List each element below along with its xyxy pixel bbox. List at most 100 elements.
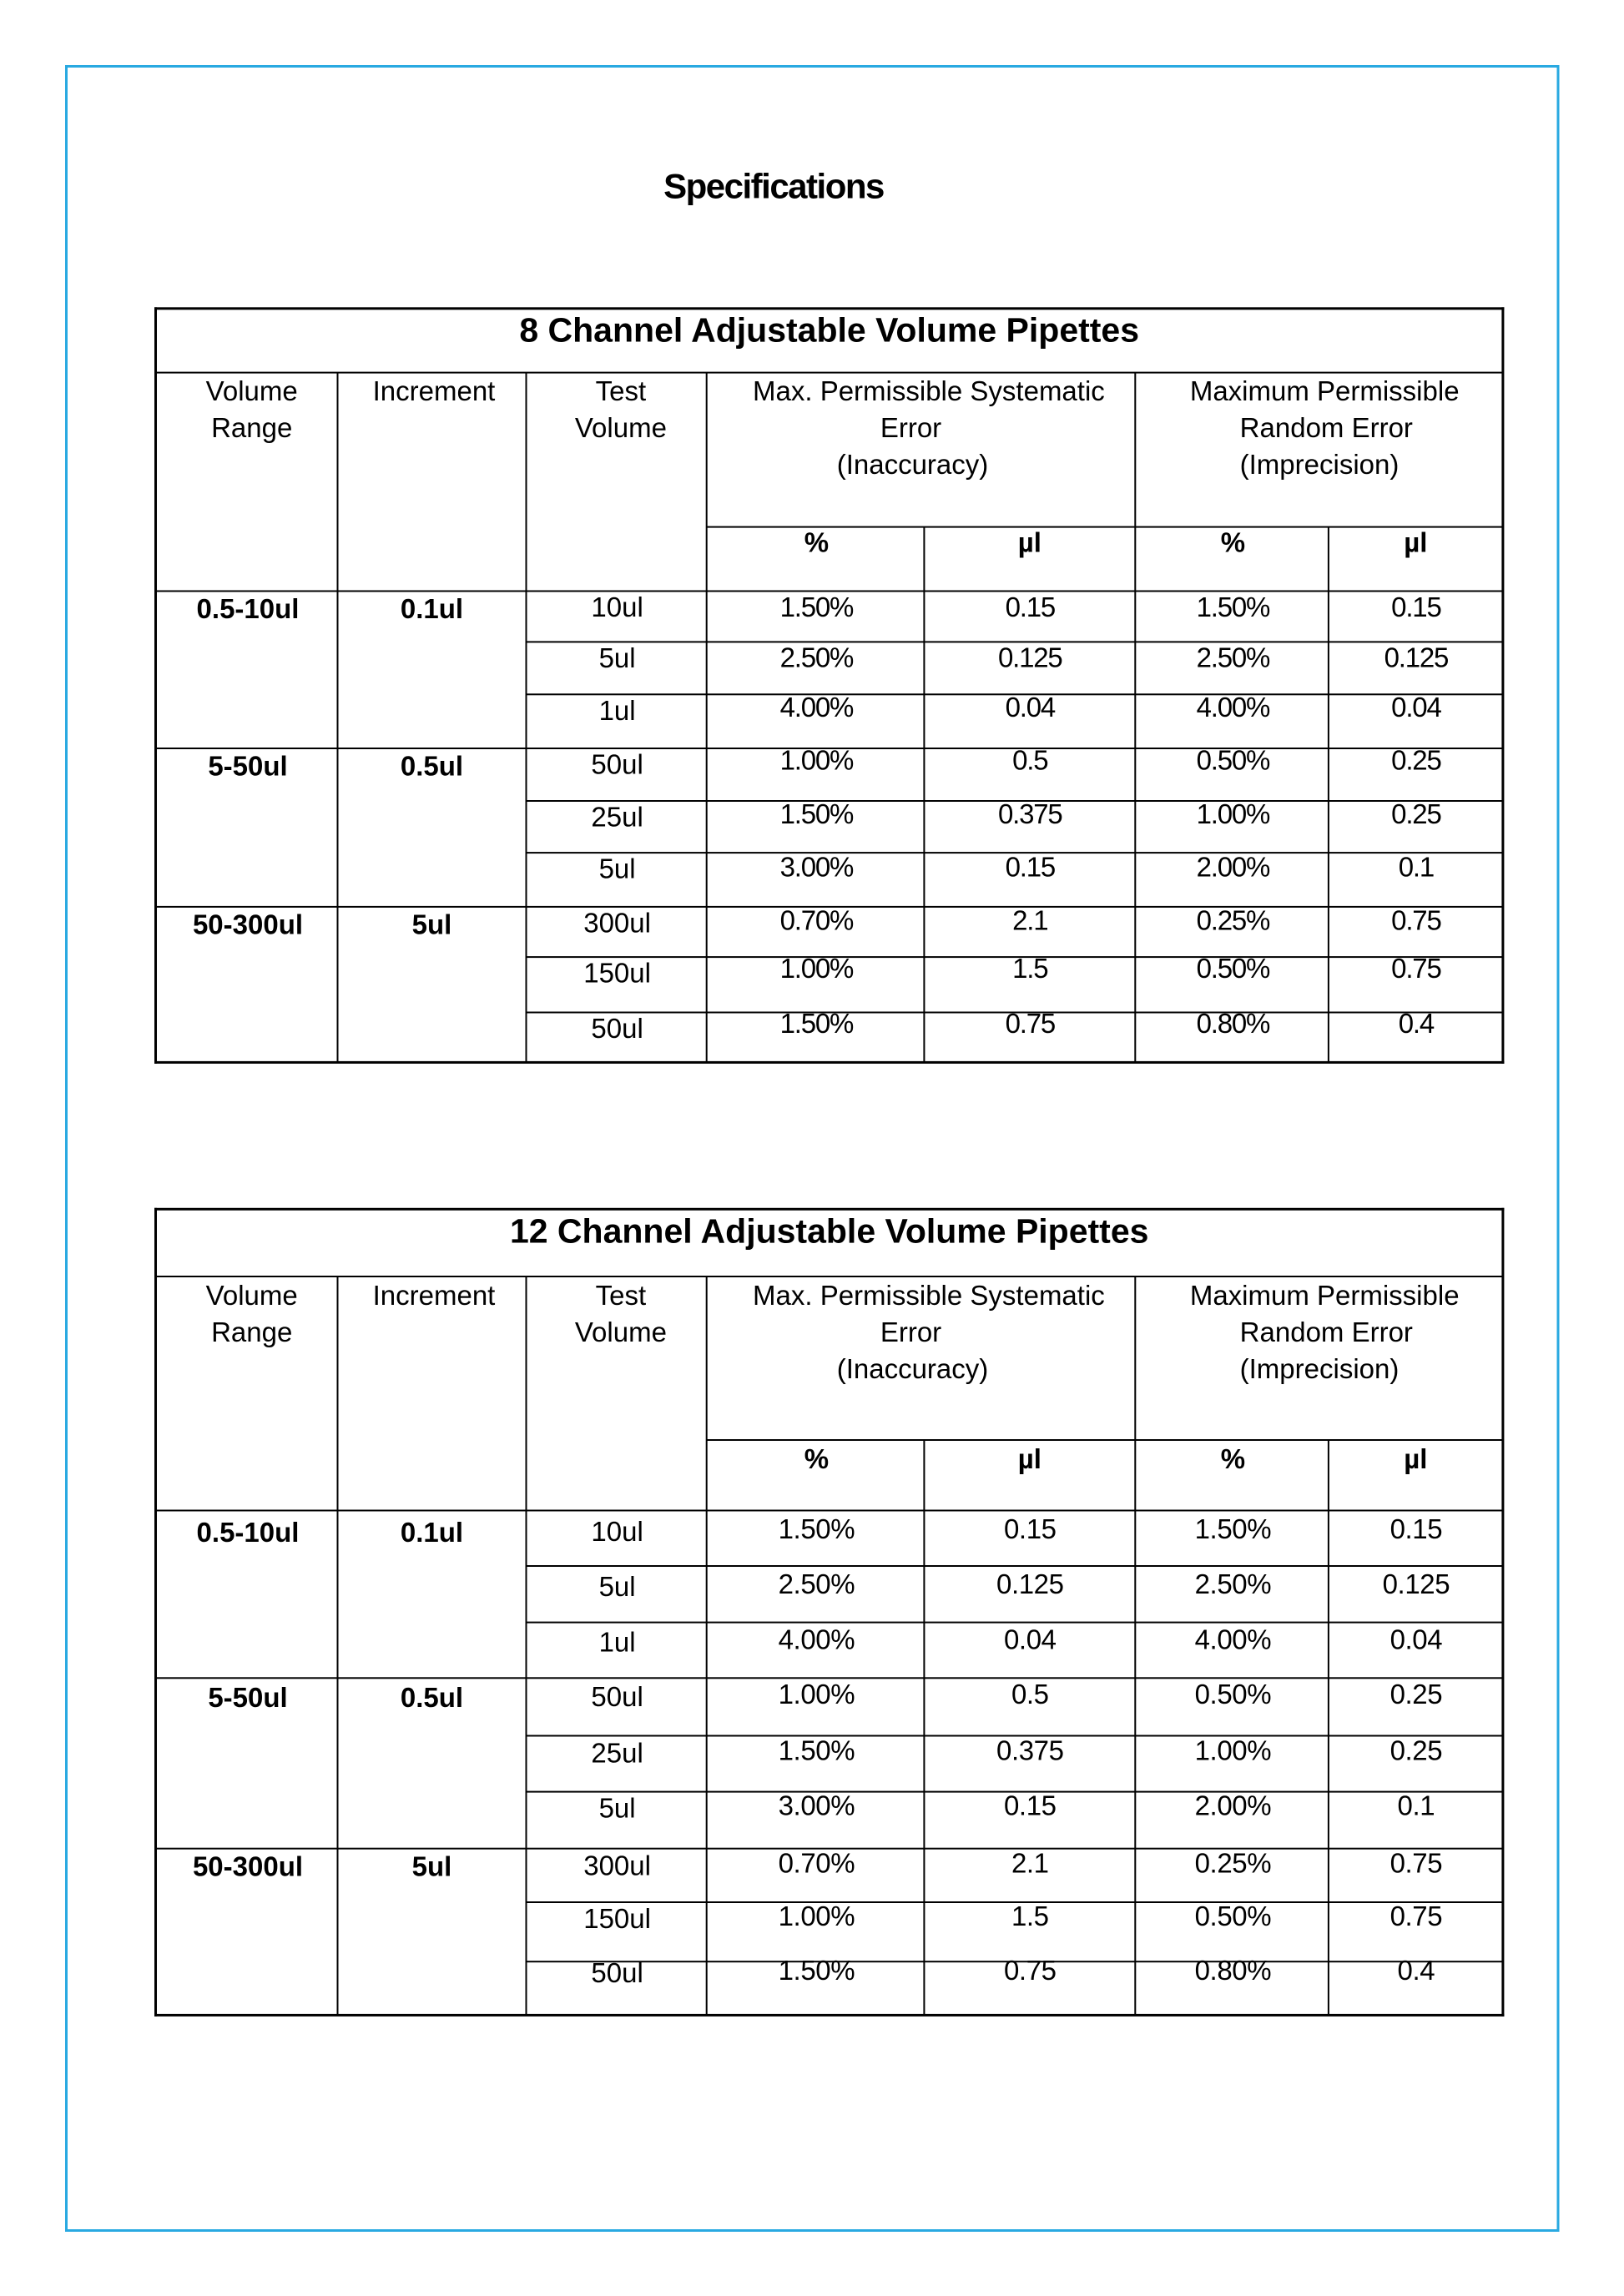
svg-text:50ul: 50ul	[591, 1681, 643, 1712]
svg-text:5-50ul: 5-50ul	[208, 751, 287, 782]
svg-text:%: %	[1221, 1443, 1245, 1474]
svg-text:0.75: 0.75	[1006, 1008, 1055, 1039]
svg-text:4.00%: 4.00%	[1197, 692, 1270, 723]
svg-text:2.50%: 2.50%	[1195, 1568, 1272, 1599]
svg-text:0.5ul: 0.5ul	[401, 751, 463, 782]
svg-text:Range: Range	[211, 412, 292, 443]
svg-text:0.15: 0.15	[1391, 592, 1440, 622]
svg-text:Error: Error	[880, 412, 941, 443]
svg-text:1.50%: 1.50%	[780, 798, 854, 829]
svg-text:0.125: 0.125	[998, 642, 1062, 672]
svg-text:0.25: 0.25	[1391, 798, 1440, 829]
svg-text:0.375: 0.375	[998, 798, 1062, 829]
svg-text:Increment: Increment	[373, 1280, 496, 1311]
svg-text:0.70%: 0.70%	[780, 905, 854, 936]
svg-text:25ul: 25ul	[591, 802, 643, 833]
svg-text:50-300ul: 50-300ul	[193, 909, 303, 939]
svg-text:Test: Test	[596, 1280, 647, 1311]
svg-text:0.50%: 0.50%	[1195, 1679, 1272, 1709]
svg-text:5ul: 5ul	[412, 909, 452, 939]
svg-text:0.5-10ul: 0.5-10ul	[197, 593, 300, 624]
svg-text:%: %	[1221, 527, 1245, 558]
svg-text:µl: µl	[1018, 1443, 1041, 1474]
svg-text:Volume: Volume	[206, 375, 298, 406]
svg-text:4.00%: 4.00%	[1195, 1624, 1272, 1654]
svg-text:8 Channel Adjustable Volume Pi: 8 Channel Adjustable Volume Pipettes	[519, 310, 1139, 349]
svg-text:0.04: 0.04	[1391, 692, 1441, 723]
svg-text:0.50%: 0.50%	[1197, 744, 1270, 775]
svg-text:µl: µl	[1404, 527, 1427, 558]
svg-text:0.04: 0.04	[1006, 692, 1056, 723]
svg-text:50ul: 50ul	[591, 1957, 643, 1988]
svg-text:0.5ul: 0.5ul	[401, 1682, 463, 1713]
svg-text:300ul: 300ul	[583, 1850, 651, 1881]
svg-text:(Imprecision): (Imprecision)	[1240, 1353, 1400, 1384]
svg-text:Test: Test	[596, 375, 647, 406]
svg-text:2.00%: 2.00%	[1195, 1790, 1272, 1821]
svg-text:5-50ul: 5-50ul	[208, 1682, 287, 1713]
svg-text:50ul: 50ul	[591, 749, 643, 780]
svg-text:Range: Range	[211, 1317, 292, 1347]
svg-text:50-300ul: 50-300ul	[193, 1850, 303, 1881]
svg-text:0.4: 0.4	[1399, 1008, 1435, 1039]
svg-text:Random Error: Random Error	[1240, 412, 1413, 443]
svg-text:0.1ul: 0.1ul	[401, 1517, 463, 1548]
svg-text:0.15: 0.15	[1004, 1790, 1057, 1821]
svg-text:1.5: 1.5	[1011, 1901, 1049, 1931]
svg-text:1.50%: 1.50%	[780, 1008, 854, 1039]
svg-text:1.00%: 1.00%	[779, 1901, 855, 1931]
svg-text:0.4: 0.4	[1398, 1955, 1435, 1986]
svg-text:1.00%: 1.00%	[780, 744, 854, 775]
svg-text:1.50%: 1.50%	[779, 1955, 855, 1986]
svg-text:0.50%: 0.50%	[1197, 953, 1270, 984]
svg-text:Max. Permissible Systematic: Max. Permissible Systematic	[753, 375, 1105, 406]
svg-text:2.00%: 2.00%	[1197, 852, 1270, 883]
svg-text:12 Channel Adjustable Volume P: 12 Channel Adjustable Volume Pipettes	[510, 1212, 1149, 1251]
svg-text:0.25%: 0.25%	[1195, 1847, 1272, 1878]
svg-text:1.5: 1.5	[1012, 953, 1047, 984]
svg-text:1.00%: 1.00%	[780, 953, 854, 984]
svg-text:3.00%: 3.00%	[780, 852, 854, 883]
svg-text:0.25: 0.25	[1390, 1735, 1443, 1766]
svg-text:1ul: 1ul	[599, 1626, 636, 1657]
svg-text:5ul: 5ul	[599, 1571, 636, 1602]
svg-text:0.15: 0.15	[1006, 852, 1055, 883]
svg-text:Specifications: Specifications	[663, 166, 884, 205]
svg-text:50ul: 50ul	[591, 1013, 643, 1044]
svg-text:%: %	[804, 527, 829, 558]
svg-text:1.50%: 1.50%	[780, 592, 854, 622]
svg-text:Error: Error	[880, 1317, 941, 1347]
svg-text:1.50%: 1.50%	[779, 1735, 855, 1766]
svg-text:1.50%: 1.50%	[1197, 592, 1270, 622]
svg-text:Maximum Permissible: Maximum Permissible	[1190, 375, 1460, 406]
svg-text:%: %	[804, 1443, 829, 1474]
svg-text:Volume: Volume	[206, 1280, 298, 1311]
svg-text:0.80%: 0.80%	[1195, 1955, 1272, 1986]
svg-text:0.75: 0.75	[1391, 905, 1440, 936]
svg-text:Max. Permissible Systematic: Max. Permissible Systematic	[753, 1280, 1105, 1311]
svg-text:5ul: 5ul	[599, 642, 636, 673]
svg-text:2.1: 2.1	[1012, 905, 1047, 936]
svg-text:0.04: 0.04	[1004, 1624, 1057, 1654]
svg-text:µl: µl	[1018, 527, 1041, 558]
svg-text:0.1: 0.1	[1398, 1790, 1435, 1821]
svg-text:10ul: 10ul	[591, 1516, 643, 1547]
svg-text:1ul: 1ul	[599, 695, 636, 726]
svg-text:2.50%: 2.50%	[779, 1568, 855, 1599]
svg-text:150ul: 150ul	[583, 958, 651, 989]
svg-text:2.50%: 2.50%	[780, 642, 854, 672]
svg-text:0.125: 0.125	[996, 1568, 1064, 1599]
svg-text:Maximum Permissible: Maximum Permissible	[1190, 1280, 1460, 1311]
svg-text:0.5: 0.5	[1012, 744, 1047, 775]
svg-text:0.25%: 0.25%	[1197, 905, 1270, 936]
svg-text:1.50%: 1.50%	[1195, 1513, 1272, 1544]
svg-text:1.00%: 1.00%	[1195, 1735, 1272, 1766]
svg-text:0.15: 0.15	[1006, 592, 1055, 622]
svg-text:1.50%: 1.50%	[779, 1513, 855, 1544]
svg-text:25ul: 25ul	[591, 1738, 643, 1769]
svg-text:0.75: 0.75	[1391, 953, 1440, 984]
svg-text:0.75: 0.75	[1390, 1847, 1443, 1878]
svg-text:3.00%: 3.00%	[779, 1790, 855, 1821]
svg-text:0.75: 0.75	[1390, 1901, 1443, 1931]
svg-text:0.50%: 0.50%	[1195, 1901, 1272, 1931]
